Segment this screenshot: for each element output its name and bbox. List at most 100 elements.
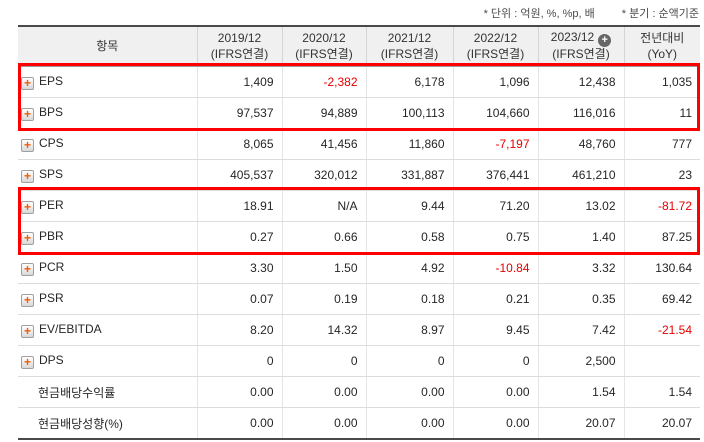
cell-ev-ebitda-2023-12: 7.42	[537, 314, 624, 346]
table-row-cash-payout-ratio: 현금배당성향(%) 0.00 0.00 0.00 0.00 20.07 20.07	[18, 407, 700, 440]
cell-ev-ebitda-2020-12: 14.32	[281, 314, 366, 346]
row-label-cell-cps: + CPS	[18, 128, 197, 160]
expand-row-icon[interactable]: +	[21, 263, 34, 276]
cell-bps-2020-12: 94,889	[281, 97, 366, 129]
period-label: 2023/12 +	[539, 30, 624, 48]
cell-psr-2023-12: 0.35	[537, 283, 624, 315]
expand-row-icon[interactable]: +	[21, 170, 34, 183]
cell-bps-2019-12: 97,537	[196, 97, 282, 129]
table-row-pbr: + PBR 0.27 0.66 0.58 0.75 1.40 87.25	[18, 221, 700, 253]
cell-pbr-yoy: 87.25	[623, 221, 700, 253]
period-text: 2023/12	[550, 30, 595, 45]
cell-pbr-2019-12: 0.27	[196, 221, 282, 253]
standard-label: (IFRS연결)	[380, 46, 439, 61]
cell-dps-2022-12: 0	[452, 345, 538, 377]
period-label: 2020/12	[302, 30, 346, 45]
row-label-text: SPS	[39, 167, 64, 181]
cell-pcr-2023-12: 3.32	[537, 252, 624, 284]
cell-cash-dividend-yield-2022-12: 0.00	[452, 376, 538, 408]
row-label-cell-per: + PER	[18, 190, 197, 222]
cell-ev-ebitda-2019-12: 8.20	[196, 314, 282, 346]
cell-per-yoy: -81.72	[623, 190, 700, 222]
table-row-per: + PER 18.91 N/A 9.44 71.20 13.02 -81.72	[18, 190, 700, 222]
expand-row-icon[interactable]: +	[21, 325, 34, 338]
column-header-2023-12: 2023/12 + (IFRS연결)	[537, 25, 624, 67]
cell-per-2021-12: 9.44	[365, 190, 453, 222]
cell-ev-ebitda-2022-12: 9.45	[452, 314, 538, 346]
standard-label: (IFRS연결)	[466, 46, 525, 61]
table-header: 항목 2019/12 (IFRS연결) 2020/12 (IFRS연결) 202…	[18, 25, 700, 67]
row-label-text: PSR	[39, 291, 64, 305]
standard-label: (IFRS연결)	[295, 46, 353, 61]
cell-dps-yoy	[623, 345, 700, 377]
header-row: 항목 2019/12 (IFRS연결) 2020/12 (IFRS연결) 202…	[18, 25, 700, 67]
cell-psr-2022-12: 0.21	[452, 283, 538, 315]
period-label: 2022/12	[473, 30, 518, 45]
expand-row-icon[interactable]: +	[21, 356, 34, 369]
column-header-item: 항목	[18, 25, 197, 67]
table-row-pcr: + PCR 3.30 1.50 4.92 -10.84 3.32 130.64	[18, 252, 700, 284]
expand-row-icon[interactable]: +	[21, 139, 34, 152]
period-label: 2021/12	[387, 30, 432, 45]
expand-row-icon[interactable]: +	[21, 77, 34, 90]
cell-psr-2019-12: 0.07	[196, 283, 282, 315]
row-label-cell-pbr: + PBR	[18, 221, 197, 253]
cell-sps-2022-12: 376,441	[452, 159, 538, 191]
basis-note: * 분기 : 순액기준	[621, 8, 699, 20]
cell-dps-2019-12: 0	[196, 345, 282, 377]
row-label-cell-sps: + SPS	[18, 159, 197, 191]
column-header-2020-12: 2020/12 (IFRS연결)	[281, 25, 366, 67]
row-label-text: CPS	[39, 136, 64, 150]
row-label-cell-pcr: + PCR	[18, 252, 197, 284]
table-row-psr: + PSR 0.07 0.19 0.18 0.21 0.35 69.42	[18, 283, 700, 315]
cell-sps-2021-12: 331,887	[365, 159, 453, 191]
row-label-cell-psr: + PSR	[18, 283, 197, 315]
column-header-2022-12: 2022/12 (IFRS연결)	[452, 25, 538, 67]
cell-cps-2020-12: 41,456	[281, 128, 366, 160]
column-header-2021-12: 2021/12 (IFRS연결)	[365, 25, 453, 67]
cell-bps-yoy: 11	[623, 97, 700, 129]
period-label: 2019/12	[217, 30, 262, 45]
cell-cash-dividend-yield-2020-12: 0.00	[281, 376, 366, 408]
standard-label: (IFRS연결)	[210, 46, 269, 61]
expand-row-icon[interactable]: +	[21, 201, 34, 214]
cell-ev-ebitda-yoy: -21.54	[623, 314, 700, 346]
cell-per-2019-12: 18.91	[196, 190, 282, 222]
expand-latest-column-icon[interactable]: +	[598, 34, 612, 48]
row-label-cell-eps: + EPS	[18, 66, 197, 98]
cell-cps-2023-12: 48,760	[537, 128, 624, 160]
cell-sps-2023-12: 461,210	[537, 159, 624, 191]
expand-row-icon[interactable]: +	[21, 294, 34, 307]
cell-sps-2020-12: 320,012	[281, 159, 366, 191]
period-label: 전년대비	[640, 30, 685, 45]
row-label-cell-dps: + DPS	[18, 345, 197, 377]
cell-pcr-2022-12: -10.84	[452, 252, 538, 284]
row-label-text: 현금배당성향(%)	[38, 416, 123, 431]
cell-dps-2021-12: 0	[365, 345, 453, 377]
expand-row-icon[interactable]: +	[21, 232, 34, 245]
row-label-text: PCR	[39, 260, 65, 274]
expand-row-icon[interactable]: +	[21, 108, 34, 121]
cell-pbr-2023-12: 1.40	[537, 221, 624, 253]
cell-cash-payout-ratio-yoy: 20.07	[623, 407, 700, 440]
cell-pcr-yoy: 130.64	[623, 252, 700, 284]
row-label-cell-cash-payout-ratio: 현금배당성향(%)	[18, 407, 197, 440]
cell-cash-payout-ratio-2022-12: 0.00	[452, 407, 538, 440]
cell-psr-yoy: 69.42	[623, 283, 700, 315]
table-body: + EPS 1,409 -2,382 6,178 1,096 12,438 1,035 + BPS…	[18, 66, 700, 440]
cell-bps-2023-12: 116,016	[537, 97, 624, 129]
unit-note: * 단위 : 억원, %, %p, 배	[483, 8, 595, 20]
table-row-sps: + SPS 405,537 320,012 331,887 376,441 461,210 2…	[18, 159, 700, 191]
column-header-yoy: 전년대비 (YoY)	[623, 25, 700, 67]
standard-label: (YoY)	[647, 46, 678, 61]
row-label-cell-cash-dividend-yield: 현금배당수익률	[18, 376, 197, 408]
cell-cps-yoy: 777	[623, 128, 700, 160]
cell-psr-2021-12: 0.18	[365, 283, 453, 315]
cell-eps-2021-12: 6,178	[365, 66, 453, 98]
row-label-text: PBR	[39, 229, 64, 243]
cell-cash-payout-ratio-2019-12: 0.00	[196, 407, 282, 440]
table-row-ev-ebitda: + EV/EBITDA 8.20 14.32 8.97 9.45 7.42 -21.54	[18, 314, 700, 346]
cell-pbr-2021-12: 0.58	[365, 221, 453, 253]
row-label-cell-bps: + BPS	[18, 97, 197, 129]
